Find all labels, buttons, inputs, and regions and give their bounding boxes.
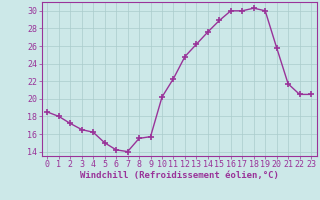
X-axis label: Windchill (Refroidissement éolien,°C): Windchill (Refroidissement éolien,°C) [80, 171, 279, 180]
